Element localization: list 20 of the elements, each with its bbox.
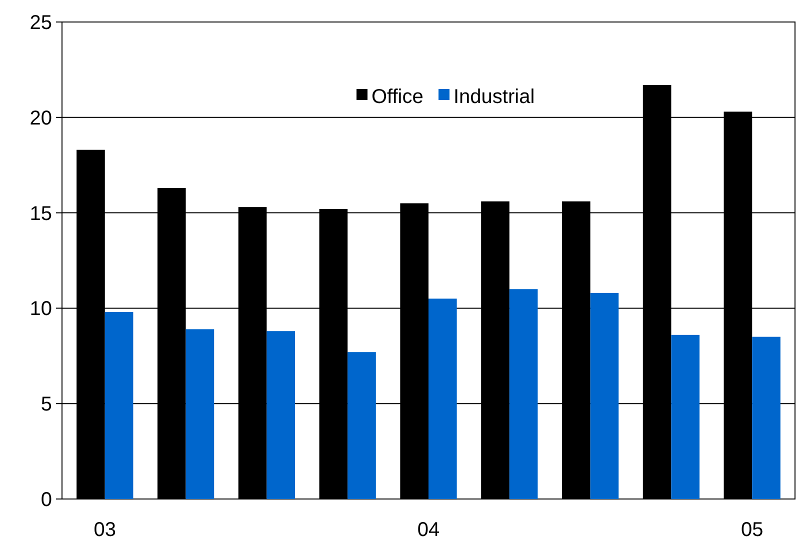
bar (186, 329, 214, 499)
y-tick-label: 15 (30, 202, 52, 225)
x-tick-label: 03 (94, 519, 116, 541)
legend-label: Industrial (454, 86, 535, 108)
bar (104, 312, 134, 499)
y-tick-label: 25 (30, 12, 52, 34)
y-tick-label: 5 (40, 394, 52, 416)
y-tick-label: 10 (30, 298, 52, 320)
bar (266, 331, 296, 499)
bar (752, 336, 780, 499)
bar (348, 352, 376, 499)
x-tick-label: 05 (740, 519, 764, 541)
bar (428, 298, 457, 499)
y-tick-label: 0 (40, 489, 52, 511)
y-tick-label: 20 (30, 107, 52, 130)
bar (590, 292, 619, 499)
bar (509, 289, 538, 499)
bar (671, 334, 700, 499)
legend-label: Office (372, 86, 424, 108)
x-tick-label: 04 (417, 519, 440, 541)
